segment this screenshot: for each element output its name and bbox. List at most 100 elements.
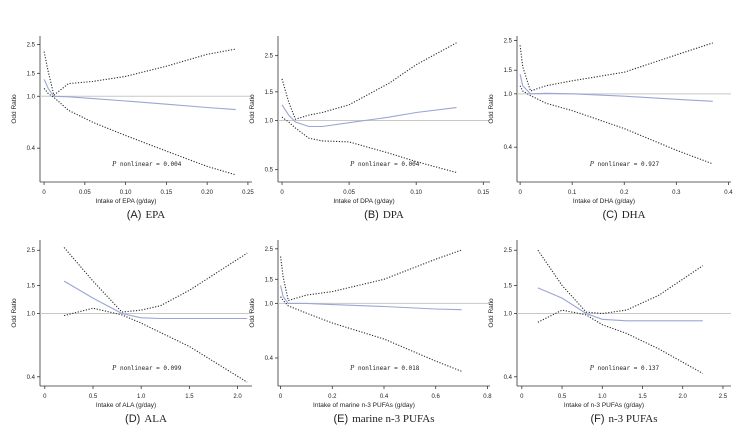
x-tick-label: 0.05 [343,190,355,196]
panel-caption: (C) DHA [602,209,645,221]
x-tick-label: 1.0 [137,394,146,400]
p-value-text: nonlinear = 0.099 [116,365,181,372]
panel-caption: (A) EPA [127,209,165,221]
x-tick-label: 0.05 [79,190,91,196]
p-symbol: P [589,364,595,372]
x-axis-label: Intake of ALA (g/day) [96,402,156,409]
p-nonlinear-annotation: P nonlinear = 0.927 [589,160,660,168]
p-nonlinear-annotation: P nonlinear = 0.004 [111,160,182,168]
p-symbol: P [349,364,355,372]
p-symbol: P [111,364,117,372]
panel-letter: (B) [364,209,379,221]
y-tick-label: 1.0 [265,301,274,307]
x-tick-label: 2.0 [679,394,688,400]
panel-b-dpa: 0 0.05 0.10 0.15 0.5 1.0 1.5 2.5 Intake of DPA (… [249,36,490,221]
estimate-curve [537,287,703,322]
estimate-curve [519,74,713,102]
y-axis-label: Odd Ratio [11,298,18,328]
y-axis-label: Odd Ratio [11,94,18,124]
p-nonlinear-annotation: P nonlinear = 0.018 [349,364,420,372]
y-tick-label: 2.5 [265,247,274,253]
panel-caption-text: ALA [144,413,167,425]
upper-ci-curve [43,48,236,97]
y-tick-label: 1.0 [27,94,36,100]
x-tick-label: 0.4 [724,190,733,196]
p-value-text: nonlinear = 0.004 [354,161,419,168]
panel-caption: (F) n-3 PUFAs [590,413,657,425]
x-axis-label: Intake of EPA (g/day) [96,198,157,205]
p-value-text: nonlinear = 0.927 [594,161,659,168]
x-tick-label: 0.4 [380,394,389,400]
y-tick-label: 2.5 [504,248,513,254]
panel-letter: (D) [125,413,140,425]
p-value-text: nonlinear = 0.137 [594,365,659,372]
y-axis-label: Odd Ratio [488,94,495,124]
y-tick-label: 2.5 [27,248,36,254]
panel-caption-text: n-3 PUFAs [609,413,658,425]
y-tick-label: 1.5 [265,90,274,96]
x-tick-label: 0 [518,190,522,196]
y-axis-label: Odd Ratio [488,298,495,328]
x-axis-label: Intake of DPA (g/day) [333,198,394,205]
y-tick-label: 0.4 [27,146,36,152]
y-tick-label: 0.4 [27,375,36,381]
p-symbol: P [111,160,117,168]
panel-letter: (C) [602,209,617,221]
lower-ci-curve [280,296,462,372]
x-tick-label: 1.5 [185,394,194,400]
y-tick-label: 2.5 [265,54,274,60]
p-value-text: nonlinear = 0.004 [116,161,181,168]
panel-letter: (F) [590,413,604,425]
x-tick-label: 2.5 [719,394,728,400]
lower-ci-curve [537,309,704,374]
upper-ci-curve [281,42,457,120]
x-tick-label: 0 [280,190,284,196]
x-tick-label: 0.15 [161,190,173,196]
p-nonlinear-annotation: P nonlinear = 0.004 [349,160,420,168]
x-axis-label: Intake of n-3 PUFAs (g/day) [564,402,644,409]
x-tick-label: 0.25 [242,190,254,196]
x-tick-label: 0.15 [477,190,489,196]
y-tick-label: 0.5 [265,168,274,174]
x-tick-label: 0.20 [201,190,213,196]
y-tick-label: 1.0 [504,312,513,318]
x-tick-label: 0.10 [410,190,422,196]
panel-letter: (E) [334,413,349,425]
y-tick-label: 1.0 [27,312,36,318]
panel-caption-text: DPA [383,209,404,221]
x-tick-label: 0 [42,190,46,196]
upper-ci-curve [280,249,462,302]
y-tick-label: 1.5 [27,71,36,77]
panel-d-ala: 0 0.5 1.0 1.5 2.0 0.4 1.0 1.5 2.5 Intake of ALA (… [11,240,252,425]
x-tick-label: 0.8 [483,394,492,400]
y-tick-label: 1.5 [504,68,513,74]
y-tick-label: 2.5 [27,42,36,48]
panel-caption: (D) ALA [125,413,167,425]
panel-caption-text: DHA [622,209,646,221]
estimate-curve [63,280,248,320]
x-tick-label: 1.5 [638,394,647,400]
estimate-curve [280,285,462,311]
y-tick-label: 2.5 [504,38,513,44]
panel-caption-text: marine n-3 PUFAs [352,413,434,425]
upper-ci-curve [537,249,704,315]
y-axis-label: Odd Ratio [249,298,256,328]
x-tick-label: 0.1 [568,190,577,196]
panel-letter: (A) [127,209,142,221]
panel-a-epa: 0 0.05 0.10 0.15 0.20 0.25 0.4 1.0 1.5 2.5 Intake … [11,36,254,221]
x-axis-label: Intake of DHA (g/day) [573,198,635,205]
x-tick-label: 0.6 [432,394,441,400]
upper-ci-curve [519,42,713,92]
x-tick-label: 0 [279,394,283,400]
panel-f-n-3-pufas: 0 0.5 1.0 1.5 2.0 2.5 0.4 1.0 1.5 2.5 Intake of n-… [488,240,731,425]
y-tick-label: 1.5 [265,277,274,283]
panel-c-dha: 0 0.1 0.2 0.3 0.4 0.4 1.0 1.5 2.5 Intake of DHA (… [488,36,733,221]
y-tick-label: 1.5 [27,284,36,290]
p-symbol: P [349,160,355,168]
estimate-curve [281,104,457,128]
x-tick-label: 0.5 [89,394,98,400]
p-value-text: nonlinear = 0.018 [354,365,419,372]
panel-e-marine-n-3-pufas: 0 0.2 0.4 0.6 0.8 0.4 1.0 1.5 2.5 Intake of marin… [249,240,492,425]
x-tick-label: 0.5 [558,394,567,400]
